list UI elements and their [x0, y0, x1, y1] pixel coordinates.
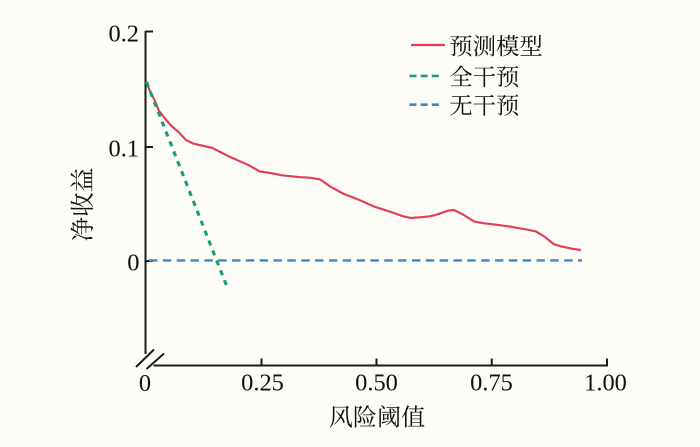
- svg-text:0: 0: [139, 370, 151, 397]
- svg-text:0.50: 0.50: [355, 370, 398, 397]
- svg-text:1.00: 1.00: [584, 370, 627, 397]
- svg-text:0.25: 0.25: [241, 370, 284, 397]
- svg-text:0.1: 0.1: [109, 135, 140, 162]
- svg-text:0.2: 0.2: [109, 21, 140, 48]
- svg-text:0.75: 0.75: [470, 370, 513, 397]
- svg-text:0: 0: [127, 250, 139, 277]
